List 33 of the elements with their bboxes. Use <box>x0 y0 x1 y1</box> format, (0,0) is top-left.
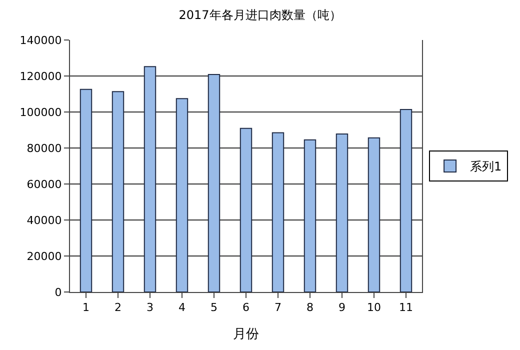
chart-title: 2017年各月进口肉数量（吨） <box>178 8 342 22</box>
x-tick-label: 9 <box>338 301 346 314</box>
x-tick-label: 7 <box>274 301 282 314</box>
x-tick-label: 5 <box>210 301 218 314</box>
x-tick-label: 1 <box>82 301 90 314</box>
bar <box>176 98 188 292</box>
bar <box>112 91 124 292</box>
y-tick-label: 0 <box>54 286 62 299</box>
bar <box>400 108 412 292</box>
y-tick-label: 120000 <box>20 70 62 83</box>
y-tick-label: 80000 <box>26 142 62 155</box>
x-tick-label: 8 <box>306 301 314 314</box>
bar <box>336 133 348 292</box>
bar <box>272 132 284 292</box>
bar <box>208 74 220 292</box>
legend-label: 系列1 <box>470 160 502 174</box>
bar <box>144 66 156 292</box>
y-tick-label: 140000 <box>20 34 62 47</box>
y-tick-label: 20000 <box>26 250 62 263</box>
y-tick-label: 60000 <box>26 178 62 191</box>
x-tick-label: 4 <box>178 301 186 314</box>
x-tick-label: 6 <box>242 301 250 314</box>
x-tick-label: 10 <box>367 301 381 314</box>
bar <box>368 137 380 292</box>
x-axis-title: 月份 <box>233 326 259 342</box>
x-tick-label: 2 <box>114 301 122 314</box>
y-tick-label: 100000 <box>20 106 62 119</box>
y-tick-label: 40000 <box>26 214 62 227</box>
bar <box>80 88 92 292</box>
bar <box>240 128 252 292</box>
bar <box>304 139 316 292</box>
x-tick-label: 11 <box>399 301 413 314</box>
x-tick-label: 3 <box>146 301 154 314</box>
